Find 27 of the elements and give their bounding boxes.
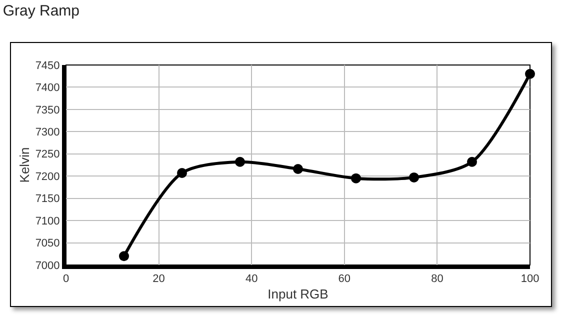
y-tick-label: 7300 [35,126,60,139]
x-tick-label: 20 [152,273,165,286]
y-tick-label: 7250 [35,148,60,161]
y-tick-label: 7350 [35,104,60,116]
y-tick-label: 7000 [35,260,60,272]
y-tick-label: 7100 [35,215,60,228]
y-tick-label: 7450 [35,60,60,72]
y-axis-title: Kelvin [16,147,32,183]
point [235,156,245,167]
x-tick-label: 40 [245,273,258,286]
x-tick-label: 100 [520,273,540,286]
point [177,168,187,178]
y-tick-label: 7400 [35,82,60,94]
point [467,156,477,167]
point [525,68,535,79]
point [119,251,129,262]
x-tick-label: 0 [62,273,70,286]
y-tick-label: 7150 [35,193,60,206]
chart-title: Gray Ramp [2,2,80,20]
x-tick-label: 60 [338,273,351,286]
y-tick-label: 7050 [35,238,60,250]
point [409,172,419,182]
y-tick-label: 7200 [35,170,60,183]
x-tick-label: 80 [431,273,444,286]
x-axis-title: Input RGB [268,286,328,302]
point [293,164,303,174]
point [351,173,361,184]
